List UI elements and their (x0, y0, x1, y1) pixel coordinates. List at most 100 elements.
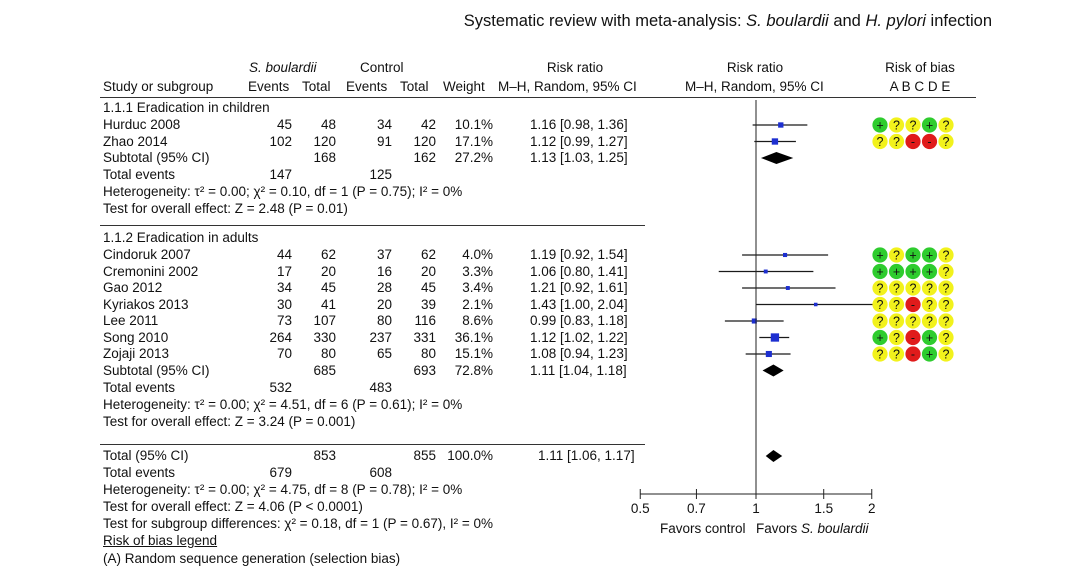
bias-row-dot-2 (905, 329, 921, 346)
weight-value: 8.6% (462, 313, 493, 328)
bias-row-dot-1 (888, 280, 905, 296)
risk-ratio-ci: 1.08 [0.94, 1.23] (530, 346, 628, 361)
bias-row-dot-4 (938, 329, 954, 346)
bias-row-symbol-3: ? (926, 315, 933, 329)
bias-row-dot-4 (938, 133, 954, 150)
bias-row-symbol-0: + (876, 331, 883, 345)
total-treatment: 330 (313, 329, 336, 345)
bias-row-symbol-1: + (893, 265, 900, 279)
subtotal-diamond (762, 364, 784, 377)
bias-row-symbol-1: ? (893, 119, 900, 133)
study-marker-point (813, 302, 818, 307)
bias-row-symbol-4: ? (943, 348, 950, 362)
bias-row-dot-0 (872, 117, 888, 133)
bias-row-dot-0 (872, 263, 888, 280)
bias-row-dot-1 (888, 263, 905, 280)
total-overall-effect-text: Test for overall effect: Z = 4.06 (P < 0… (103, 499, 363, 514)
bias-row-dot-4 (938, 263, 954, 280)
bias-row-dot-3 (921, 133, 938, 150)
bias-row-symbol-2: ? (910, 282, 917, 296)
bias-letters-header: A B C D E (889, 79, 951, 94)
subtotal-total-control: 162 (413, 150, 436, 165)
subtotal-diamond (760, 152, 794, 164)
total-weight: 100.0% (447, 448, 493, 463)
bias-row-dot-3 (921, 117, 938, 133)
favors-control-label: Favors control (660, 521, 746, 536)
x-tick-label: 0.5 (631, 501, 650, 516)
events-control: 28 (376, 280, 392, 295)
header-rule (100, 97, 976, 98)
study-name: Kyriakos 2013 (103, 296, 189, 312)
total-treatment: 41 (320, 296, 336, 312)
subtotal-weight: 72.8% (454, 362, 493, 378)
bias-row-symbol-0: + (876, 249, 883, 263)
bias-row-symbol-2: + (909, 265, 916, 279)
group2-header: Control (360, 60, 404, 75)
bias-row-dot-1 (888, 117, 905, 133)
total-events-treatment: 532 (269, 379, 292, 395)
events-treatment: 70 (276, 346, 292, 361)
risk-ratio-ci: 1.16 [0.98, 1.36] (530, 117, 628, 132)
total-control: 80 (420, 346, 436, 361)
plot-method-header: M–H, Random, 95% CI (685, 79, 824, 94)
bias-row-dot-2 (905, 313, 921, 329)
events-control: 16 (376, 263, 392, 279)
total-control: 20 (420, 263, 436, 279)
bias-row-dot-1 (888, 346, 905, 362)
weight-value: 17.1% (454, 133, 493, 149)
total-events-label: Total events (103, 465, 176, 480)
total-control: 116 (414, 313, 436, 328)
bias-row-symbol-3: + (926, 119, 933, 133)
bias-row-symbol-2: - (911, 331, 915, 345)
subtotal-total-control: 693 (413, 362, 436, 378)
total-control: 39 (420, 296, 436, 312)
total-control: 42 (420, 117, 436, 132)
bias-row-symbol-0: ? (877, 135, 884, 149)
risk-ratio-ci: 1.06 [0.80, 1.41] (530, 263, 628, 279)
total-treatment: 62 (320, 247, 336, 262)
bias-row-dot-1 (888, 329, 905, 346)
bias-row-symbol-1: ? (893, 315, 900, 329)
weight-value: 4.0% (462, 247, 493, 262)
bias-row-dot-4 (938, 296, 954, 313)
bias-row-dot-2 (905, 247, 921, 263)
bias-row-symbol-2: ? (910, 315, 917, 329)
overall-effect-text: Test for overall effect: Z = 2.48 (P = 0… (103, 201, 348, 216)
total-events-label: Total events (103, 167, 176, 182)
subtotal-label: Subtotal (95% CI) (103, 150, 210, 165)
study-name: Zojaji 2013 (103, 346, 170, 361)
bias-row-symbol-2: - (911, 298, 915, 312)
risk-ratio-ci: 1.43 [1.00, 2.04] (530, 296, 628, 312)
bias-row-symbol-4: ? (943, 119, 950, 133)
total-treatment: 120 (313, 133, 336, 149)
subgroup-heading: 1.1.1 Eradication in children (103, 100, 270, 115)
subtotal-total-treatment: 168 (313, 150, 336, 165)
bias-row-symbol-4: ? (943, 298, 950, 312)
bias-row-dot-0 (872, 313, 888, 329)
study-name: Zhao 2014 (103, 133, 168, 149)
bias-row-symbol-0: + (876, 265, 883, 279)
bias-row-dot-2 (905, 280, 921, 296)
events-control: 91 (376, 133, 392, 149)
bias-row-dot-3 (921, 247, 938, 263)
study-column-header: Study or subgroup (103, 79, 214, 94)
weight-value: 2.1% (462, 296, 493, 312)
events-control: 34 (376, 117, 392, 132)
total-treatment: 80 (320, 346, 336, 361)
bias-row-symbol-0: ? (877, 315, 884, 329)
bias-row-dot-2 (905, 133, 921, 150)
total-control: 45 (420, 280, 436, 295)
bias-row-dot-1 (888, 313, 905, 329)
study-marker-point (783, 252, 788, 258)
weight-value: 36.1% (454, 329, 493, 345)
total-events-treatment: 147 (269, 167, 292, 182)
bias-row-dot-4 (938, 313, 954, 329)
heterogeneity-text: Heterogeneity: τ² = 0.00; χ² = 0.10, df … (103, 184, 463, 199)
events-treatment: 17 (276, 263, 292, 279)
bias-row-symbol-3: - (927, 135, 931, 149)
bias-row-symbol-3: + (926, 265, 933, 279)
events-treatment: 102 (269, 133, 292, 149)
bias-row-symbol-1: ? (893, 331, 900, 345)
total-label: Total (95% CI) (103, 448, 189, 463)
